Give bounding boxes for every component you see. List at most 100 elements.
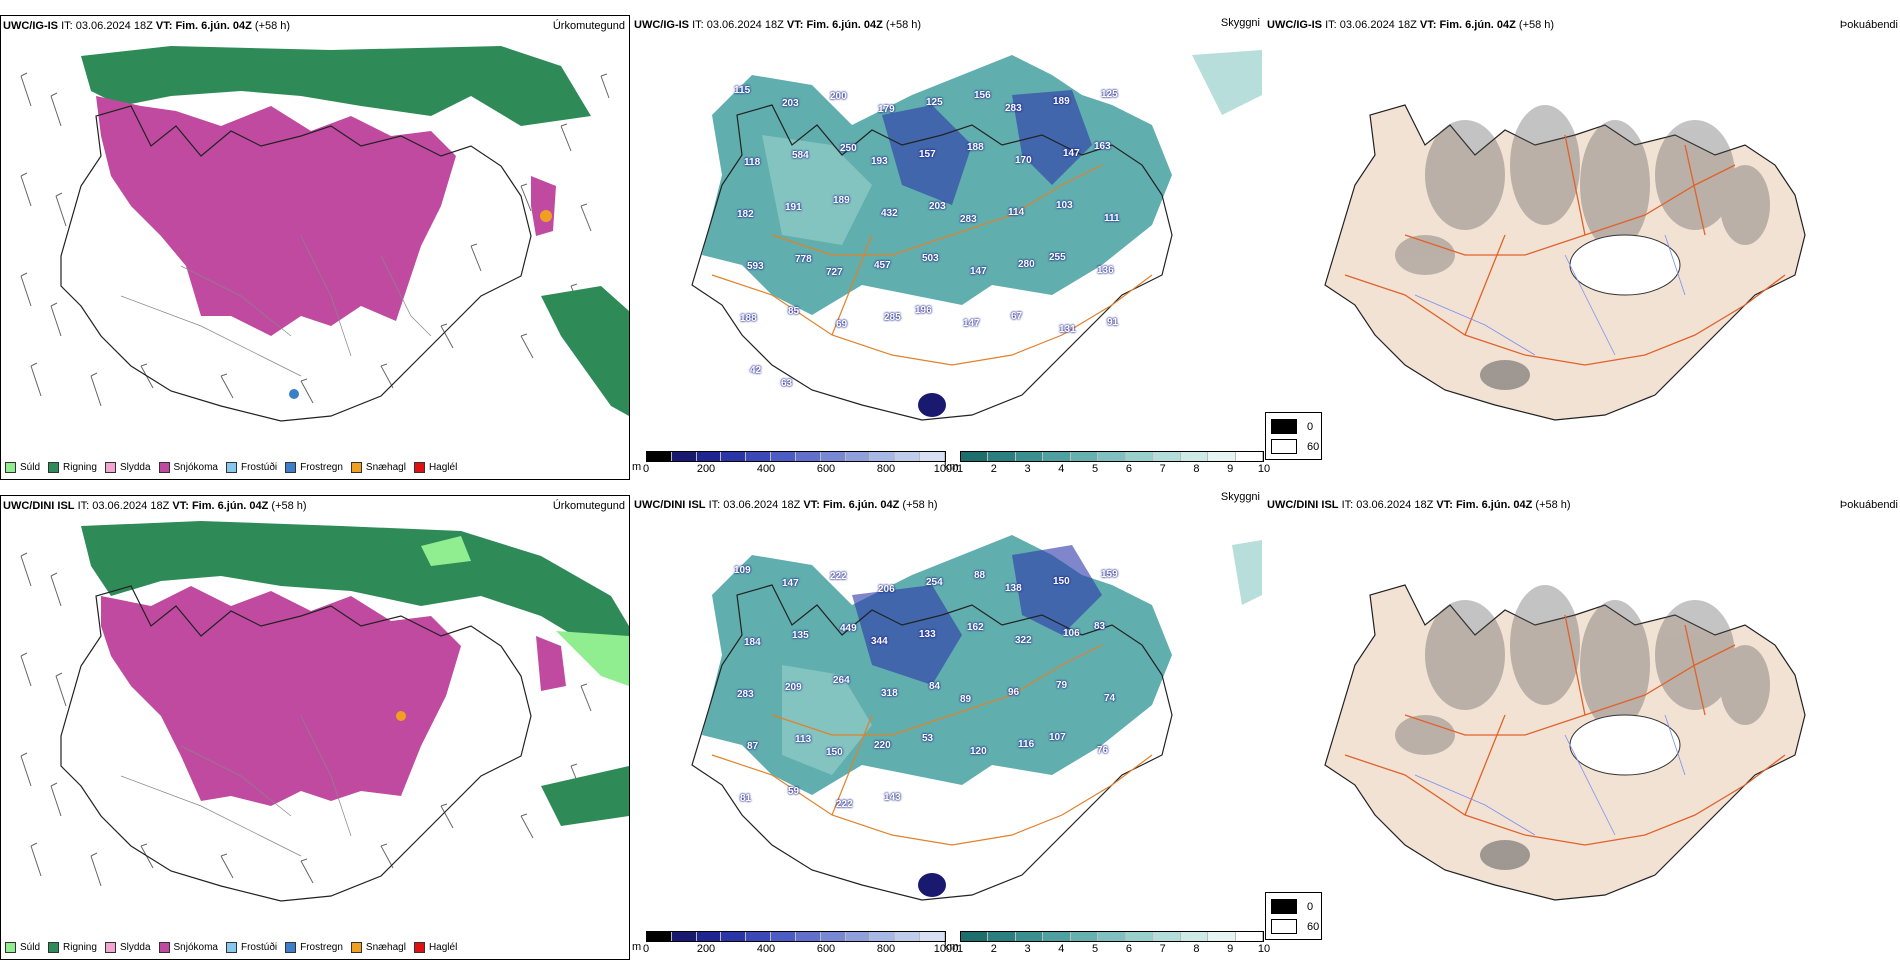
height-label: 250: [840, 143, 857, 154]
panel-header: UWC/IG-IS IT: 03.06.2024 18Z VT: Fim. 6.…: [1267, 19, 1554, 31]
snow-area: [536, 636, 566, 691]
it-value: 03.06.2024 18Z: [723, 499, 801, 511]
height-label: 143: [884, 792, 901, 803]
colorbar-tick: 7: [1159, 463, 1166, 475]
height-label: 727: [826, 267, 843, 278]
legend-label: Haglél: [428, 462, 458, 473]
legend-item: Snæhagl: [350, 462, 406, 473]
freezing-rain-spot: [289, 389, 299, 399]
colorbar-swatch: [1015, 932, 1044, 941]
ice-pellets-spot: [396, 711, 406, 721]
panel-title: Þokuábendi: [1839, 499, 1898, 511]
colorbar-tick: 9: [1227, 943, 1234, 955]
height-colorbar: 0 200 400 600 800 1000: [643, 451, 958, 476]
colorbar-tick: 600: [816, 943, 836, 955]
height-label: 115: [734, 85, 751, 96]
legend-label: Súld: [20, 462, 41, 473]
height-label: 318: [881, 688, 898, 699]
swatch: [1271, 419, 1297, 434]
fog-legend-low: 60: [1307, 440, 1320, 453]
colorbar-swatch: [1043, 452, 1071, 461]
drizzle-area: [421, 536, 471, 566]
visibility-unit: km: [944, 461, 959, 473]
height-label: 103: [1056, 200, 1073, 211]
height-label: 111: [1104, 213, 1120, 224]
height-label: 74: [1104, 693, 1116, 704]
height-label: 113: [795, 734, 812, 745]
height-label: 147: [1063, 148, 1080, 159]
legend-label: Snæhagl: [365, 942, 406, 953]
snow-area: [96, 96, 456, 336]
fog-legend: 0 60: [1265, 892, 1322, 940]
vt-label: VT:: [1436, 499, 1453, 511]
height-label: 200: [830, 91, 847, 102]
height-label: 163: [1094, 141, 1111, 152]
height-label: 264: [833, 675, 850, 686]
roads: [711, 644, 1153, 846]
height-unit: m: [632, 461, 642, 473]
it-label: IT:: [77, 500, 90, 512]
height-label: 147: [970, 266, 987, 277]
swatch: [350, 462, 362, 473]
fog-legend-low: 60: [1307, 920, 1320, 933]
legend-item: Snjókoma: [158, 942, 218, 953]
rain-area: [81, 521, 629, 666]
height-label: 147: [782, 578, 799, 589]
height-labels: 109 147 222 206 254 88 138 150 159 184 135 449 344 13…: [632, 515, 1262, 915]
it-label: IT:: [1325, 19, 1337, 31]
panel-header: UWC/IG-IS IT: 03.06.2024 18Z VT: Fim. 6.…: [3, 20, 290, 32]
fog-legend-high: 0: [1307, 900, 1314, 913]
colorbar-tick: 1: [956, 463, 964, 475]
legend-label: Snjókoma: [173, 462, 218, 473]
colorbar-swatch: [746, 932, 772, 941]
rain-area: [81, 46, 591, 126]
height-label: 179: [878, 104, 895, 115]
legend-label: Frostregn: [300, 462, 343, 473]
colorbar-swatch: [870, 932, 896, 941]
colorbar-swatch: [1235, 452, 1263, 461]
swatch: [413, 942, 425, 953]
coastline: [691, 584, 1173, 901]
model-name: UWC/IG-IS: [3, 20, 58, 32]
rivers: [120, 235, 432, 377]
fog-panel-dini: UWC/DINI ISL IT: 03.06.2024 18Z VT: Fim.…: [1265, 495, 1900, 960]
roads: [711, 164, 1153, 366]
height-label: 209: [785, 682, 802, 693]
height-label: 156: [974, 90, 991, 101]
colorbar-tick: 6: [1125, 943, 1132, 955]
height-label: 191: [785, 202, 802, 213]
height-label: 184: [744, 637, 761, 648]
colorbar-tick: 3: [1024, 463, 1031, 475]
height-label: 106: [1063, 628, 1080, 639]
height-label: 584: [792, 150, 809, 161]
snow-area: [531, 176, 556, 236]
height-label: 69: [836, 319, 848, 330]
colorbar-swatch: [1070, 452, 1099, 461]
swatch: [285, 942, 297, 953]
colorbar-swatch: [1015, 452, 1044, 461]
legend-item: Rigning: [48, 462, 97, 473]
height-label: 133: [919, 629, 936, 640]
height-label: 114: [1008, 207, 1025, 218]
swatch: [104, 942, 116, 953]
height-label: 120: [970, 746, 987, 757]
legend-item: Snjókoma: [158, 462, 218, 473]
model-name: UWC/DINI ISL: [1267, 499, 1339, 511]
fog-map: [1324, 104, 1806, 421]
height-label: 778: [795, 254, 812, 265]
height-label: 85: [788, 306, 800, 317]
height-label: 344: [871, 636, 888, 647]
vt-label: VT:: [786, 19, 804, 31]
fog-legend-high: 0: [1307, 420, 1314, 433]
height-label: 42: [750, 365, 762, 376]
colorbar-swatch: [895, 932, 921, 941]
lead-time: (+58 h): [271, 500, 307, 512]
colorbar-tick: 200: [696, 943, 716, 955]
fog-map: [1324, 584, 1806, 901]
height-label: 188: [740, 313, 757, 324]
colorbar-swatch: [647, 932, 672, 941]
height-label: 196: [915, 305, 932, 316]
height-label: 255: [1049, 252, 1066, 263]
lead-time: (+58 h): [902, 499, 938, 511]
vt-value: Fim. 6.jún. 04Z: [175, 20, 252, 32]
